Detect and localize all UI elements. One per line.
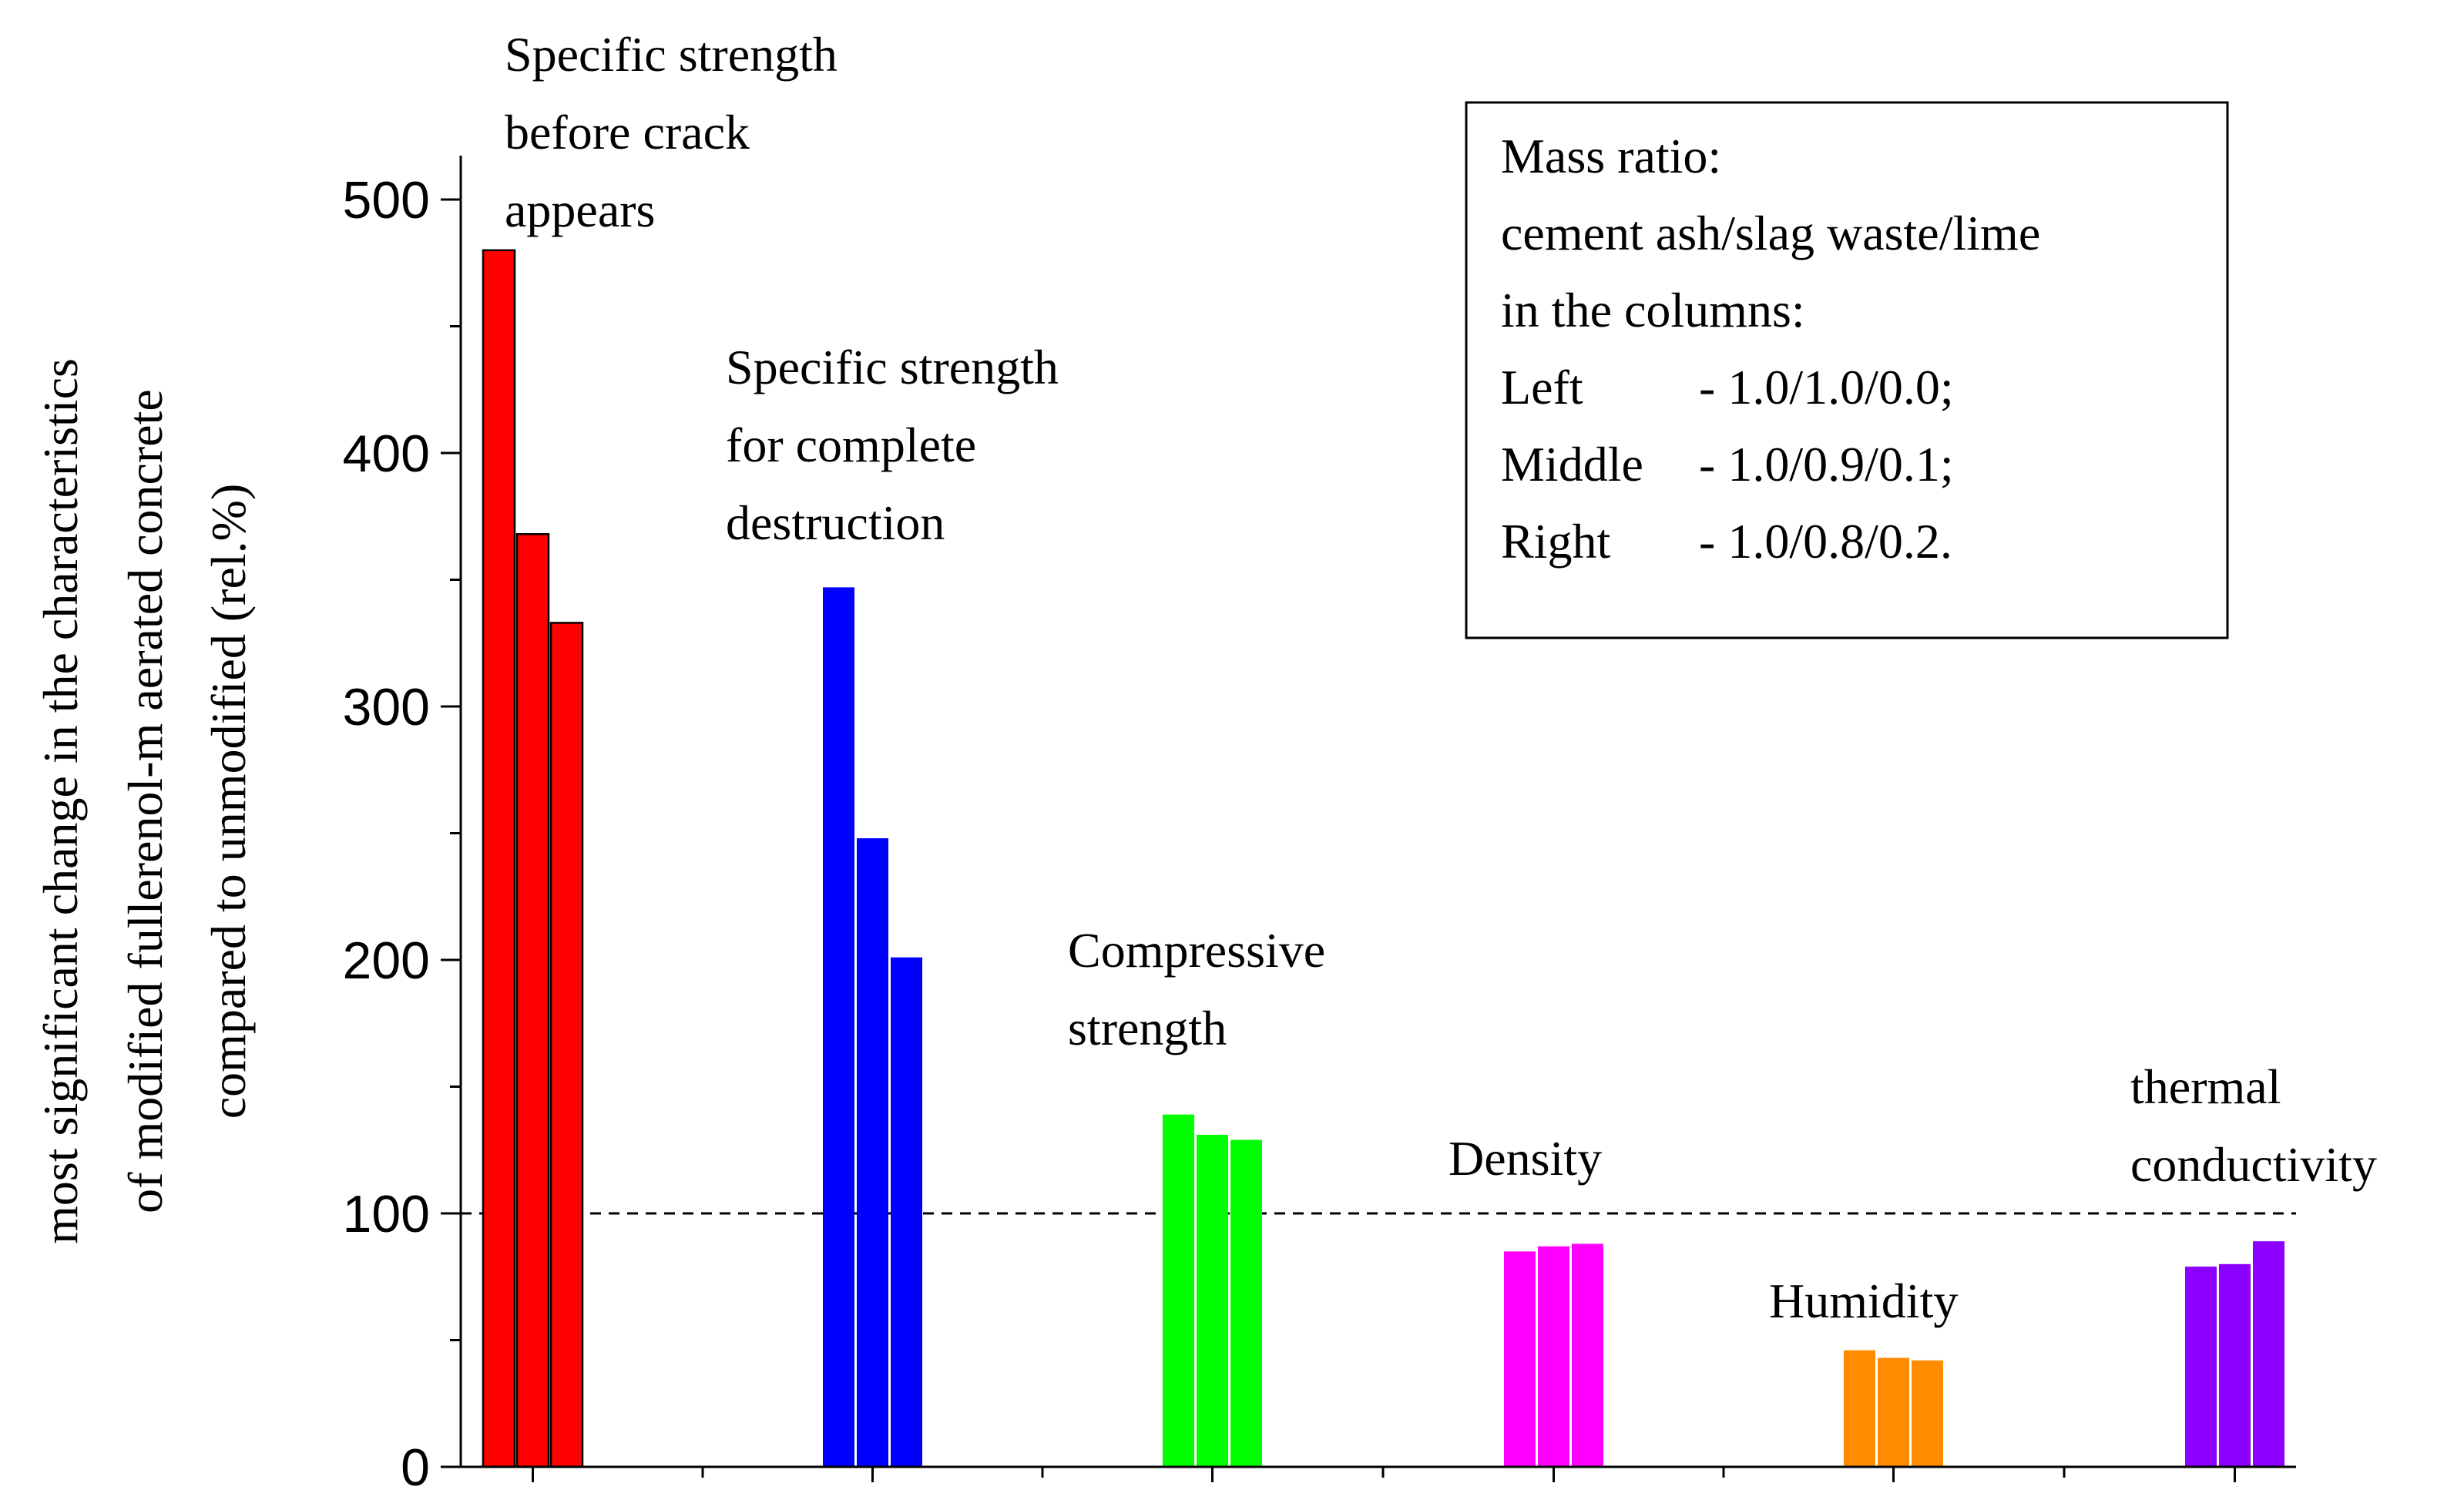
bar: [2185, 1267, 2217, 1467]
legend-box: [1465, 101, 2229, 639]
bar: [2253, 1241, 2284, 1467]
group-label-line: destruction: [726, 495, 945, 550]
bar: [1538, 1246, 1569, 1467]
bar: [549, 622, 584, 1468]
legend-entry-name: Right: [1501, 514, 1610, 569]
y-axis-label-line: compared to unmodified (rel.%): [201, 484, 256, 1119]
group-label-line: Compressive: [1068, 923, 1325, 978]
bar: [1844, 1350, 1875, 1467]
bars-layer: [482, 249, 2284, 1468]
group-label-line: Specific strength: [505, 27, 838, 82]
legend-entry-name: Middle: [1501, 437, 1643, 492]
y-tick-label: 300: [343, 678, 430, 737]
bar: [515, 533, 550, 1468]
y-tick-label: 200: [343, 931, 430, 990]
y-axis-label-line: most significant change in the character…: [33, 358, 88, 1244]
group-label-line: before crack: [505, 105, 750, 159]
group-label-line: conductivity: [2130, 1137, 2377, 1192]
group-label-line: thermal: [2130, 1059, 2281, 1114]
legend-entry-value: - 1.0/1.0/0.0;: [1699, 360, 1954, 414]
y-tick-label: 100: [343, 1185, 430, 1243]
bar: [1504, 1251, 1536, 1467]
bar: [2219, 1263, 2251, 1467]
axes-layer: 0 100 200 300 400 500: [343, 156, 2296, 1497]
y-tick-label: 400: [343, 424, 430, 483]
legend: Mass ratio: cement ash/slag waste/lime in …: [1465, 101, 2229, 639]
group-label-line: Humidity: [1769, 1273, 1958, 1328]
y-axis-label-line: of modified fullerenol-m aerated concret…: [118, 389, 173, 1213]
legend-title-line: cement ash/slag waste/lime: [1501, 206, 2040, 260]
bar: [1197, 1135, 1228, 1467]
legend-entry-name: Left: [1501, 360, 1583, 414]
y-tick-label: 0: [401, 1438, 430, 1497]
bar: [1230, 1139, 1262, 1467]
legend-entry-value: - 1.0/0.8/0.2.: [1699, 514, 1952, 569]
bar: [857, 838, 888, 1467]
bar: [1163, 1114, 1194, 1467]
y-tick-label: 500: [343, 171, 430, 230]
bar: [1878, 1357, 1909, 1467]
bar: [891, 957, 922, 1467]
legend-entry-value: - 1.0/0.9/0.1;: [1699, 437, 1954, 492]
group-label-line: Density: [1449, 1131, 1602, 1186]
legend-title-line: Mass ratio:: [1501, 129, 1721, 183]
group-label-line: appears: [505, 183, 655, 237]
group-label-line: Specific strength: [726, 340, 1059, 394]
bar: [482, 249, 516, 1468]
bar: [1912, 1360, 1943, 1467]
bar: [823, 587, 854, 1467]
legend-title-line: in the columns:: [1501, 283, 1805, 337]
group-label-line: strength: [1068, 1001, 1227, 1055]
bar: [1572, 1243, 1603, 1467]
labels-layer: most significant change in the character…: [33, 27, 2377, 1328]
group-label-line: for complete: [726, 418, 976, 472]
